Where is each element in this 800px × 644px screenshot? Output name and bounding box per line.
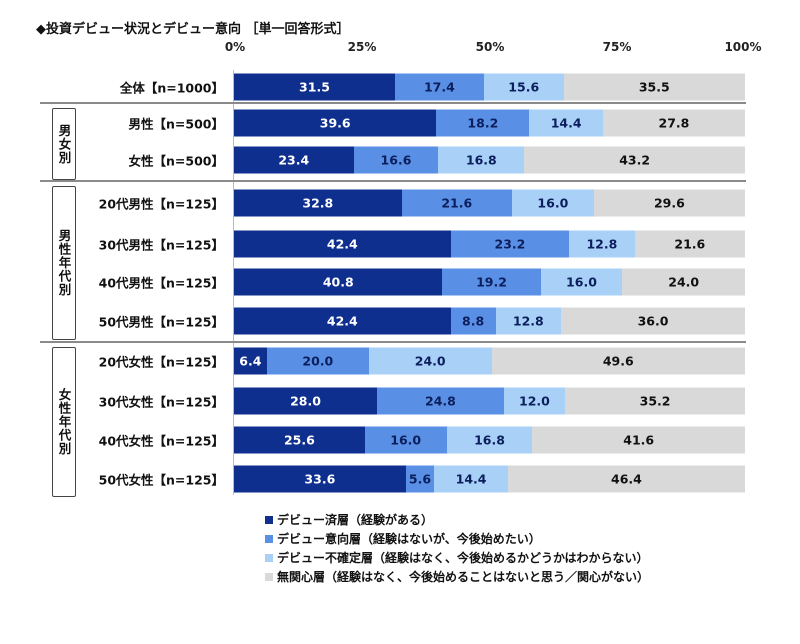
legend-swatch (265, 515, 273, 524)
legend: デビュー済層（経験がある） デビュー意向層（経験はないが、今後始めたい） デビュー不… (265, 510, 649, 586)
bar-segment-series-4: 49.6 (491, 347, 745, 375)
bar-segment-series-2: 16.6 (353, 146, 439, 174)
category-label: 男性【n=500】 (128, 116, 224, 132)
bar-segment-series-1: 31.5 (234, 73, 395, 101)
legend-label: デビュー意向層（経験はないが、今後始めたい） (277, 532, 541, 546)
bar-segment-series-3: 12.0 (503, 387, 566, 415)
bar-segment-series-1: 42.4 (234, 307, 451, 335)
bar-segment-series-4: 43.2 (524, 146, 745, 174)
category-label: 全体【n=1000】 (119, 80, 224, 96)
category-label: 20代男性【n=125】 (98, 196, 224, 212)
group-separator (40, 180, 746, 182)
x-tick-label: 25% (347, 40, 377, 54)
legend-item: デビュー済層（経験がある） (265, 510, 649, 529)
bar-segment-series-2: 20.0 (266, 347, 369, 375)
x-tick-label: 75% (602, 40, 632, 54)
bar-segment-series-1: 39.6 (234, 109, 437, 137)
bar-segment-series-2: 18.2 (436, 109, 530, 137)
chart-title: ◆投資デビュー状況とデビュー意向 ［単一回答形式］ (36, 22, 350, 37)
legend-label: デビュー不確定層（経験はなく、今後始めるかどうかはわからない） (277, 551, 649, 565)
bar-segment-series-4: 46.4 (507, 465, 745, 493)
bar-segment-series-1: 25.6 (234, 426, 365, 454)
category-label: 30代女性【n=125】 (98, 394, 224, 410)
legend-item: デビュー意向層（経験はないが、今後始めたい） (265, 529, 649, 548)
category-label: 50代男性【n=125】 (98, 314, 224, 330)
bar-segment-series-4: 35.5 (563, 73, 745, 101)
bar-segment-series-3: 16.0 (511, 189, 594, 217)
bar-segment-series-4: 21.6 (634, 230, 745, 258)
bar-segment-series-1: 6.4 (234, 347, 267, 375)
category-label: 40代男性【n=125】 (98, 275, 224, 291)
category-label: 20代女性【n=125】 (98, 354, 224, 370)
legend-item: デビュー不確定層（経験はなく、今後始めるかどうかはわからない） (265, 548, 649, 567)
x-tick-label: 100% (724, 40, 762, 54)
legend-label: デビュー済層（経験がある） (277, 513, 434, 527)
group-label-male-age: 男性年代別 (52, 186, 76, 340)
legend-swatch (265, 534, 273, 543)
bar-segment-series-1: 40.8 (234, 268, 443, 296)
bar-segment-series-2: 24.8 (377, 387, 504, 415)
category-label: 40代女性【n=125】 (98, 433, 224, 449)
legend-label: 無関心層（経験はなく、今後始めることはないと思う／関心がない） (277, 570, 650, 584)
group-separator (40, 102, 746, 104)
bar-segment-series-2: 21.6 (401, 189, 512, 217)
bar-segment-series-3: 24.0 (368, 347, 492, 375)
bar-segment-series-4: 36.0 (561, 307, 745, 335)
bar-segment-series-2: 23.2 (450, 230, 570, 258)
legend-swatch (265, 572, 273, 581)
bar-segment-series-3: 14.4 (529, 109, 603, 137)
bar-segment-series-2: 19.2 (442, 268, 541, 296)
bar-segment-series-3: 12.8 (569, 230, 635, 258)
y-axis-line (233, 70, 234, 495)
bar-segment-series-4: 27.8 (602, 109, 745, 137)
group-separator (40, 341, 746, 343)
x-tick-label: 50% (475, 40, 505, 54)
bar-segment-series-1: 28.0 (234, 387, 378, 415)
legend-item: 無関心層（経験はなく、今後始めることはないと思う／関心がない） (265, 567, 649, 586)
bar-segment-series-1: 32.8 (234, 189, 402, 217)
bar-segment-series-2: 8.8 (450, 307, 496, 335)
bar-segment-series-1: 23.4 (234, 146, 354, 174)
group-label-gender: 男女別 (52, 108, 76, 180)
bar-segment-series-2: 5.6 (405, 465, 435, 493)
bar-segment-series-3: 16.0 (540, 268, 623, 296)
bar-segment-series-3: 16.8 (438, 146, 525, 174)
group-label-female-age: 女性年代別 (52, 347, 76, 497)
category-label: 30代男性【n=125】 (98, 237, 224, 253)
bar-segment-series-4: 29.6 (593, 189, 745, 217)
category-label: 女性【n=500】 (128, 153, 224, 169)
category-label: 50代女性【n=125】 (98, 472, 224, 488)
bar-segment-series-2: 17.4 (394, 73, 484, 101)
bar-segment-series-1: 42.4 (234, 230, 451, 258)
bar-segment-series-4: 41.6 (532, 426, 745, 454)
bar-segment-series-4: 24.0 (622, 268, 745, 296)
bar-segment-series-3: 12.8 (495, 307, 562, 335)
bar-segment-series-3: 15.6 (483, 73, 564, 101)
x-tick-label: 0% (224, 40, 246, 54)
bar-segment-series-4: 35.2 (565, 387, 745, 415)
bar-segment-series-1: 33.6 (234, 465, 406, 493)
bar-segment-series-2: 16.0 (364, 426, 447, 454)
bar-segment-series-3: 16.8 (446, 426, 533, 454)
legend-swatch (265, 553, 273, 562)
bar-segment-series-3: 14.4 (434, 465, 508, 493)
